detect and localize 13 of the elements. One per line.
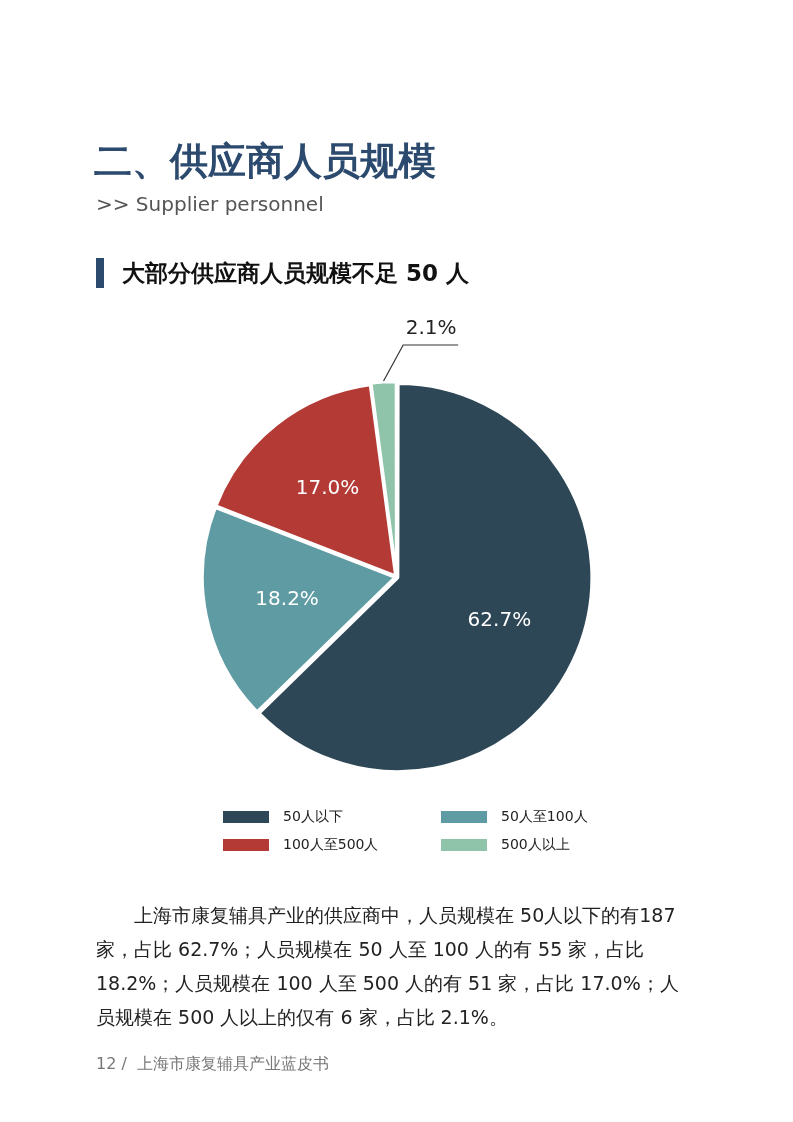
chart-title: 二、供应商人员规模 — [94, 138, 436, 185]
text: 大部分供应商人员规模不足 50 人 — [122, 259, 470, 288]
chart-subtitle: >> Supplier personnel — [96, 192, 324, 216]
legend-label: 100人至500人 — [283, 836, 379, 854]
data-label: 17.0% — [295, 475, 360, 500]
data-label: 18.2% — [255, 585, 319, 610]
legend-label: 50人以下 — [283, 808, 343, 826]
legend-label: 500人以上 — [501, 836, 570, 854]
text: 12 / 上海市康复辅具产业蓝皮书 — [96, 1054, 330, 1075]
legend-label: 50人至100人 — [501, 808, 588, 826]
text: 上海市康复辅具产业的供应商中，人员规模在 50人以下的有187家，占比 62.7%；人员规模在 50 人至 100 人的有 55 家，占比 18.2%；人员规模在 100 人至 500 人的有 51 家，占比 17.0%；人员规模在 500 人以上的仅有 6 家，占比 2.1%。 — [96, 903, 680, 1030]
data-label: 2.1% — [405, 315, 457, 340]
data-label: 62.7% — [467, 606, 532, 631]
